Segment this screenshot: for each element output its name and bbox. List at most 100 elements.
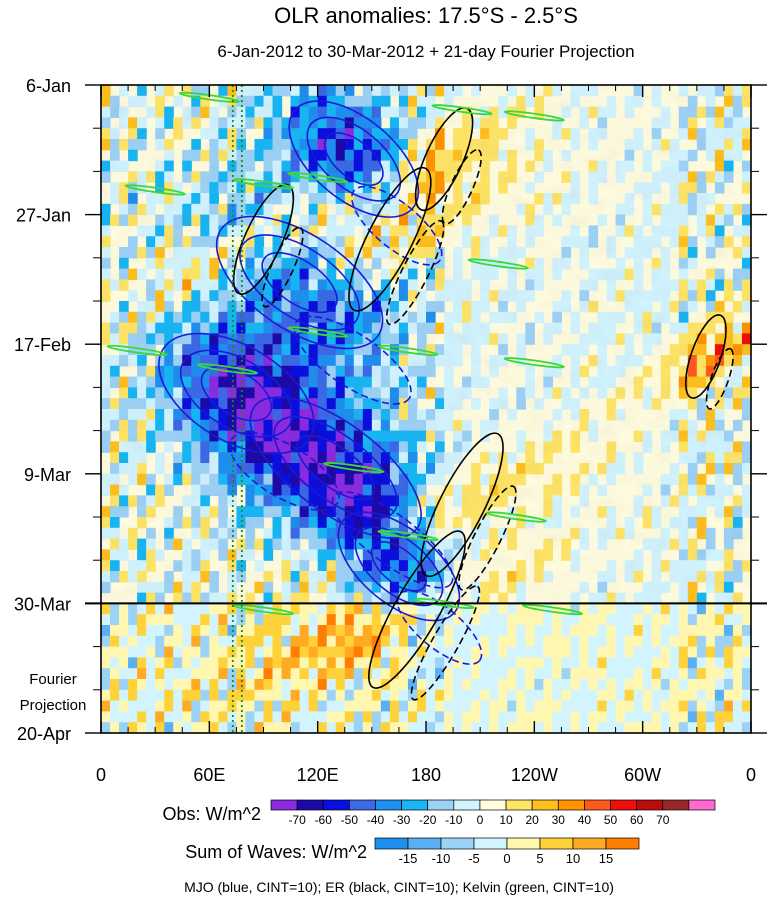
- heatmap-cell: [173, 689, 183, 702]
- heatmap-cell: [254, 689, 265, 702]
- heatmap-cell: [416, 603, 427, 615]
- heatmap-cell: [335, 657, 346, 669]
- heatmap-cell: [489, 646, 499, 658]
- heatmap-cell: [119, 625, 129, 637]
- heatmap-cell: [633, 689, 644, 702]
- heatmap-cell: [741, 689, 751, 702]
- heatmap-cell: [290, 700, 301, 712]
- heatmap-cell: [624, 689, 635, 702]
- heatmap-cell: [615, 668, 626, 680]
- heatmap-cell: [362, 700, 373, 712]
- heatmap-cell: [416, 646, 427, 658]
- heatmap-cell: [407, 711, 418, 723]
- colorbar-label: -5: [468, 851, 480, 866]
- heatmap-cell: [137, 689, 147, 702]
- heatmap-cell: [416, 722, 427, 733]
- heatmap-cell: [516, 657, 526, 669]
- heatmap-cell: [254, 700, 265, 712]
- heatmap-cell: [615, 646, 626, 658]
- heatmap-cell: [236, 603, 247, 615]
- heatmap-cell: [290, 689, 301, 702]
- heatmap-cell: [498, 657, 508, 669]
- heatmap-cell: [714, 700, 725, 712]
- heatmap-cell: [290, 603, 301, 615]
- heatmap-cell: [362, 711, 373, 723]
- colorbar-label: -10: [432, 851, 451, 866]
- heatmap-cell: [723, 711, 734, 723]
- heatmap-cell: [552, 722, 563, 733]
- heatmap-cell: [660, 668, 671, 680]
- heatmap-cell: [101, 614, 111, 626]
- colorbar-swatch: [401, 799, 429, 811]
- heatmap-cell: [507, 722, 517, 733]
- heatmap-cell: [516, 722, 526, 733]
- heatmap-cell: [669, 625, 680, 637]
- heatmap-cell: [254, 635, 265, 648]
- heatmap-cell: [227, 646, 238, 658]
- heatmap-cell: [570, 603, 581, 615]
- heatmap-cell: [182, 657, 192, 669]
- heatmap-cell: [660, 711, 671, 723]
- kelvin-contour: [196, 363, 259, 375]
- heatmap-cell: [407, 668, 418, 680]
- heatmap-cell: [326, 635, 337, 648]
- heatmap-cell: [380, 625, 391, 637]
- projection-label-line2: Projection: [20, 697, 87, 714]
- heatmap-cell: [101, 689, 111, 702]
- colorbar-swatch: [349, 799, 376, 811]
- heatmap-cell: [335, 646, 346, 658]
- heatmap-cell: [245, 711, 256, 723]
- heatmap-cell: [741, 603, 751, 615]
- heatmap-cell: [471, 689, 481, 702]
- heatmap-cell: [191, 722, 201, 733]
- heatmap-cell: [678, 689, 689, 702]
- heatmap-cell: [642, 646, 653, 658]
- heatmap-cell: [480, 722, 490, 733]
- heatmap-cell: [164, 679, 174, 691]
- heatmap-cell: [290, 722, 301, 733]
- heatmap-cell: [389, 689, 400, 702]
- heatmap-cell: [633, 603, 644, 615]
- heatmap-cell: [651, 614, 662, 626]
- heatmap-cell: [182, 635, 192, 648]
- colorbar-label: -70: [288, 813, 306, 827]
- kelvin-contour: [124, 184, 186, 196]
- heatmap-cell: [435, 700, 445, 712]
- heatmap-cell: [164, 657, 174, 669]
- heatmap-cell: [110, 700, 120, 712]
- heatmap-cell: [317, 679, 328, 691]
- heatmap-cell: [362, 646, 373, 658]
- heatmap-cell: [435, 657, 445, 669]
- heatmap-cell: [435, 603, 445, 615]
- heatmap-cell: [119, 700, 129, 712]
- heatmap-cell: [110, 657, 120, 669]
- heatmap-cell: [462, 700, 472, 712]
- heatmap-cell: [254, 722, 265, 733]
- heatmap-cell: [173, 722, 183, 733]
- heatmap-cell: [687, 668, 698, 680]
- heatmap-cell: [633, 635, 644, 648]
- heatmap-cell: [326, 603, 337, 615]
- heatmap-cell: [173, 700, 183, 712]
- heatmap-cell: [200, 689, 210, 702]
- heatmap-cell: [398, 625, 409, 637]
- mjo-contour: [296, 435, 375, 501]
- heatmap-cell: [516, 679, 526, 691]
- heatmap-cell: [146, 668, 156, 680]
- heatmap-cell: [173, 679, 183, 691]
- heatmap-cell: [155, 722, 165, 733]
- heatmap-cell: [191, 700, 201, 712]
- heatmap-cell: [137, 625, 147, 637]
- x-tick-label: 120E: [297, 765, 339, 785]
- heatmap-cell: [552, 657, 563, 669]
- heatmap-cell: [389, 625, 400, 637]
- heatmap-cell: [516, 625, 526, 637]
- heatmap-cell: [453, 722, 463, 733]
- heatmap-cell: [534, 657, 544, 669]
- heatmap-cell: [579, 635, 590, 648]
- heatmap-cell: [245, 635, 256, 648]
- heatmap-cell: [380, 603, 391, 615]
- heatmap-cell: [588, 722, 599, 733]
- colorbar-label: -30: [393, 813, 411, 827]
- heatmap-cell: [453, 700, 463, 712]
